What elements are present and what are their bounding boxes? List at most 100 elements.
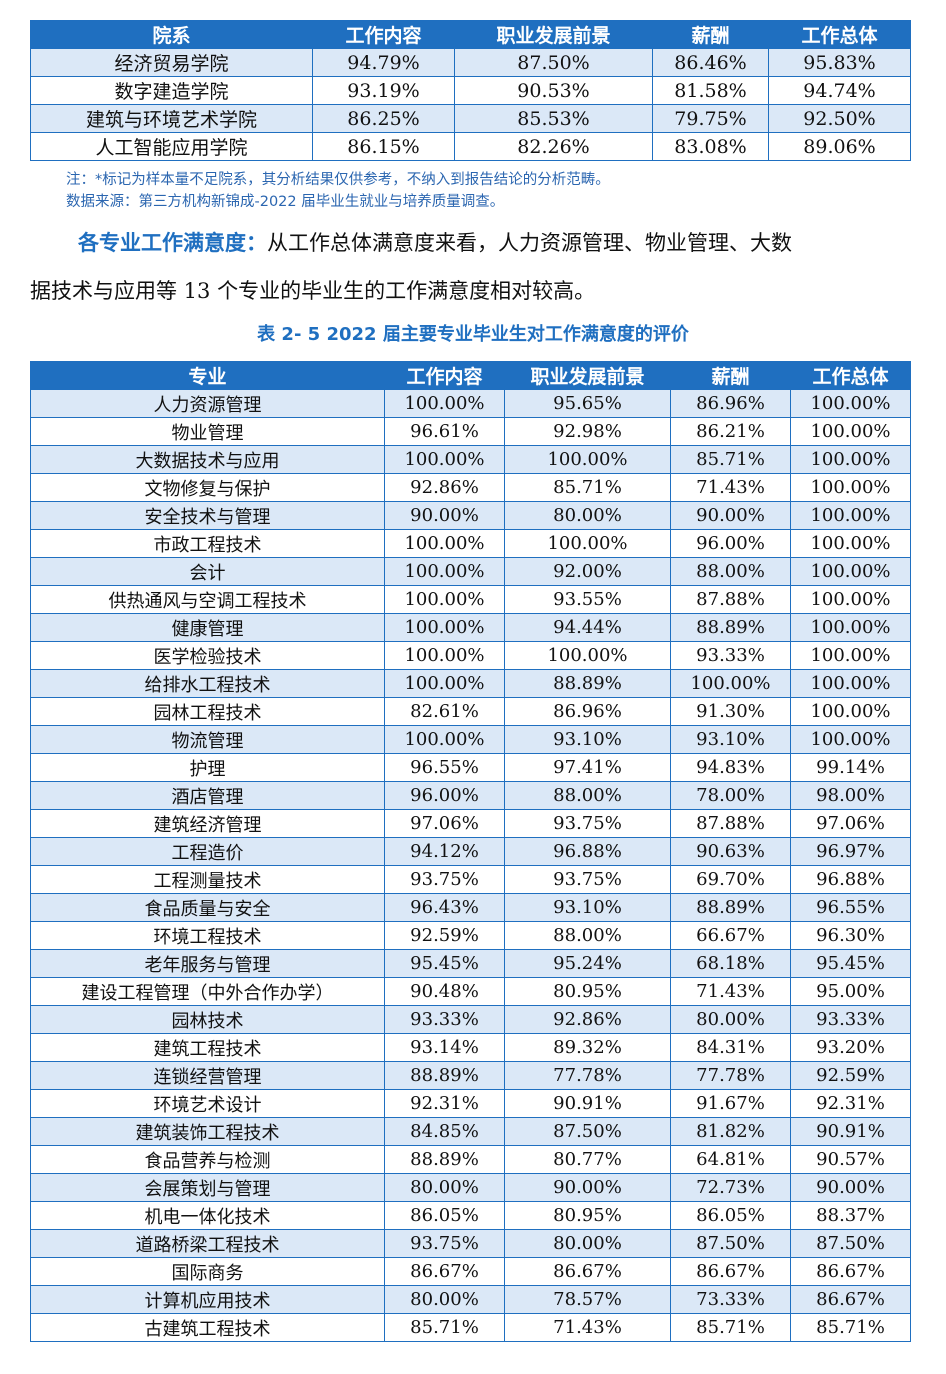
work-content-cell: 86.15%: [312, 132, 455, 161]
work-content-cell: 92.86%: [384, 473, 505, 502]
table-row: 给排水工程技术 100.00% 88.89% 100.00% 100.00%: [30, 669, 911, 698]
salary-cell: 71.43%: [670, 473, 791, 502]
name-cell: 工程造价: [30, 837, 385, 866]
overall-cell: 89.06%: [768, 132, 911, 161]
salary-cell: 84.31%: [670, 1033, 791, 1062]
salary-cell: 91.67%: [670, 1089, 791, 1118]
table-row: 酒店管理 96.00% 88.00% 78.00% 98.00%: [30, 781, 911, 810]
career-prospects-cell: 94.44%: [504, 613, 671, 642]
work-content-cell: 80.00%: [384, 1285, 505, 1314]
work-content-cell: 88.89%: [384, 1061, 505, 1090]
sample-size-note: 注：*标记为样本量不足院系，其分析结果仅供参考，不纳入到报告结论的分析范畴。: [66, 172, 610, 188]
table-row: 园林工程技术 82.61% 86.96% 91.30% 100.00%: [30, 697, 911, 726]
overall-cell: 99.14%: [790, 753, 911, 782]
career-prospects-cell: 80.95%: [504, 977, 671, 1006]
career-prospects-cell: 95.65%: [504, 389, 671, 418]
table-row: 连锁经营管理 88.89% 77.78% 77.78% 92.59%: [30, 1061, 911, 1090]
table-row: 人工智能应用学院 86.15% 82.26% 83.08% 89.06%: [30, 132, 911, 161]
work-content-cell: 100.00%: [384, 557, 505, 586]
name-cell: 计算机应用技术: [30, 1285, 385, 1314]
table-row: 建设工程管理（中外合作办学） 90.48% 80.95% 71.43% 95.00%: [30, 977, 911, 1006]
work-content-cell: 86.67%: [384, 1257, 505, 1286]
name-cell: 建筑经济管理: [30, 809, 385, 838]
overall-cell: 94.74%: [768, 76, 911, 105]
name-cell: 护理: [30, 753, 385, 782]
salary-cell: 81.82%: [670, 1117, 791, 1146]
work-content-cell: 90.00%: [384, 501, 505, 530]
career-prospects-cell: 88.00%: [504, 781, 671, 810]
name-cell: 健康管理: [30, 613, 385, 642]
work-content-cell: 100.00%: [384, 529, 505, 558]
career-prospects-cell: 80.00%: [504, 501, 671, 530]
name-cell: 酒店管理: [30, 781, 385, 810]
summary-paragraph-line2: 据技术与应用等 13 个专业的毕业生的工作满意度相对较高。: [30, 279, 596, 303]
overall-cell: 90.00%: [790, 1173, 911, 1202]
work-content-cell: 94.79%: [312, 48, 455, 77]
career-prospects-cell: 100.00%: [504, 641, 671, 670]
overall-cell: 100.00%: [790, 725, 911, 754]
overall-cell: 100.00%: [790, 585, 911, 614]
table-row: 大数据技术与应用 100.00% 100.00% 85.71% 100.00%: [30, 445, 911, 474]
name-cell: 会展策划与管理: [30, 1173, 385, 1202]
table-row: 医学检验技术 100.00% 100.00% 93.33% 100.00%: [30, 641, 911, 670]
work-content-cell: 100.00%: [384, 389, 505, 418]
salary-cell: 77.78%: [670, 1061, 791, 1090]
salary-cell: 71.43%: [670, 977, 791, 1006]
major-table-body: 人力资源管理 100.00% 95.65% 86.96% 100.00% 物业管理 96.6…: [30, 389, 911, 1342]
overall-cell: 97.06%: [790, 809, 911, 838]
header-overall: 工作总体: [768, 20, 911, 49]
career-prospects-cell: 71.43%: [504, 1313, 671, 1342]
name-cell: 大数据技术与应用: [30, 445, 385, 474]
name-cell: 经济贸易学院: [30, 48, 313, 77]
name-cell: 环境艺术设计: [30, 1089, 385, 1118]
work-content-cell: 86.05%: [384, 1201, 505, 1230]
overall-cell: 96.97%: [790, 837, 911, 866]
work-content-cell: 100.00%: [384, 669, 505, 698]
table-row: 市政工程技术 100.00% 100.00% 96.00% 100.00%: [30, 529, 911, 558]
work-content-cell: 96.61%: [384, 417, 505, 446]
table-row: 数字建造学院 93.19% 90.53% 81.58% 94.74%: [30, 76, 911, 105]
table-row: 环境工程技术 92.59% 88.00% 66.67% 96.30%: [30, 921, 911, 950]
name-cell: 国际商务: [30, 1257, 385, 1286]
header-overall: 工作总体: [790, 361, 911, 390]
work-content-cell: 93.33%: [384, 1005, 505, 1034]
overall-cell: 86.67%: [790, 1285, 911, 1314]
summary-lead: 各专业工作满意度：: [78, 231, 267, 255]
salary-cell: 96.00%: [670, 529, 791, 558]
career-prospects-cell: 88.00%: [504, 921, 671, 950]
salary-cell: 86.05%: [670, 1201, 791, 1230]
overall-cell: 92.50%: [768, 104, 911, 133]
overall-cell: 88.37%: [790, 1201, 911, 1230]
name-cell: 园林技术: [30, 1005, 385, 1034]
salary-cell: 66.67%: [670, 921, 791, 950]
career-prospects-cell: 96.88%: [504, 837, 671, 866]
name-cell: 医学检验技术: [30, 641, 385, 670]
career-prospects-cell: 86.96%: [504, 697, 671, 726]
table-row: 食品营养与检测 88.89% 80.77% 64.81% 90.57%: [30, 1145, 911, 1174]
salary-cell: 90.00%: [670, 501, 791, 530]
overall-cell: 93.20%: [790, 1033, 911, 1062]
career-prospects-cell: 85.71%: [504, 473, 671, 502]
name-cell: 数字建造学院: [30, 76, 313, 105]
table-row: 建筑与环境艺术学院 86.25% 85.53% 79.75% 92.50%: [30, 104, 911, 133]
salary-cell: 86.96%: [670, 389, 791, 418]
overall-cell: 100.00%: [790, 417, 911, 446]
overall-cell: 98.00%: [790, 781, 911, 810]
career-prospects-cell: 80.77%: [504, 1145, 671, 1174]
name-cell: 环境工程技术: [30, 921, 385, 950]
salary-cell: 94.83%: [670, 753, 791, 782]
work-content-cell: 80.00%: [384, 1173, 505, 1202]
career-prospects-cell: 97.41%: [504, 753, 671, 782]
table-row: 会展策划与管理 80.00% 90.00% 72.73% 90.00%: [30, 1173, 911, 1202]
career-prospects-cell: 92.86%: [504, 1005, 671, 1034]
overall-cell: 93.33%: [790, 1005, 911, 1034]
salary-cell: 87.88%: [670, 809, 791, 838]
table-row: 食品质量与安全 96.43% 93.10% 88.89% 96.55%: [30, 893, 911, 922]
table-row: 园林技术 93.33% 92.86% 80.00% 93.33%: [30, 1005, 911, 1034]
overall-cell: 96.55%: [790, 893, 911, 922]
header-career-prospects: 职业发展前景: [454, 20, 653, 49]
career-prospects-cell: 85.53%: [454, 104, 653, 133]
salary-cell: 69.70%: [670, 865, 791, 894]
table-row: 工程测量技术 93.75% 93.75% 69.70% 96.88%: [30, 865, 911, 894]
overall-cell: 85.71%: [790, 1313, 911, 1342]
